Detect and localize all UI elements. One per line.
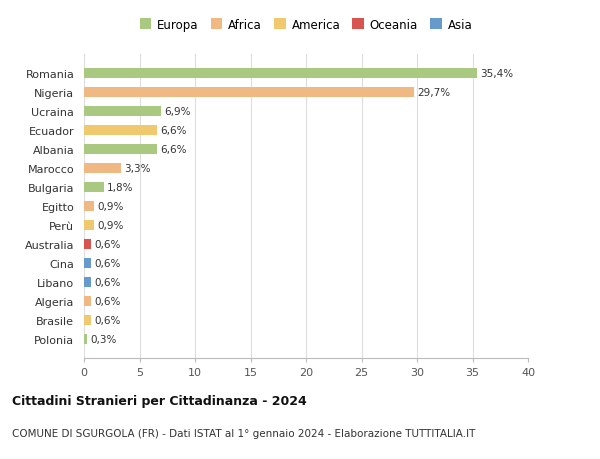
Bar [84, 145, 157, 155]
Text: 0,6%: 0,6% [94, 296, 121, 306]
Legend: Europa, Africa, America, Oceania, Asia: Europa, Africa, America, Oceania, Asia [140, 18, 472, 32]
Text: 0,6%: 0,6% [94, 315, 121, 325]
Bar [84, 258, 91, 269]
Bar [84, 277, 91, 287]
Bar [84, 334, 88, 344]
Bar [84, 239, 91, 250]
Bar [84, 106, 161, 117]
Bar [84, 182, 104, 193]
Text: 0,6%: 0,6% [94, 240, 121, 249]
Text: 0,9%: 0,9% [97, 202, 124, 212]
Text: 0,3%: 0,3% [91, 334, 117, 344]
Bar [84, 220, 94, 231]
Bar [84, 88, 413, 98]
Text: 6,9%: 6,9% [164, 107, 190, 117]
Bar [84, 315, 91, 325]
Bar [84, 126, 157, 136]
Text: 0,6%: 0,6% [94, 258, 121, 269]
Text: 29,7%: 29,7% [417, 88, 450, 98]
Text: 3,3%: 3,3% [124, 164, 151, 174]
Text: COMUNE DI SGURGOLA (FR) - Dati ISTAT al 1° gennaio 2024 - Elaborazione TUTTITALI: COMUNE DI SGURGOLA (FR) - Dati ISTAT al … [12, 428, 475, 438]
Bar [84, 296, 91, 307]
Text: 35,4%: 35,4% [480, 69, 514, 79]
Bar [84, 69, 477, 79]
Bar [84, 163, 121, 174]
Text: Cittadini Stranieri per Cittadinanza - 2024: Cittadini Stranieri per Cittadinanza - 2… [12, 394, 307, 407]
Text: 6,6%: 6,6% [161, 145, 187, 155]
Text: 0,9%: 0,9% [97, 220, 124, 230]
Bar [84, 202, 94, 212]
Text: 1,8%: 1,8% [107, 183, 134, 193]
Text: 6,6%: 6,6% [161, 126, 187, 136]
Text: 0,6%: 0,6% [94, 277, 121, 287]
